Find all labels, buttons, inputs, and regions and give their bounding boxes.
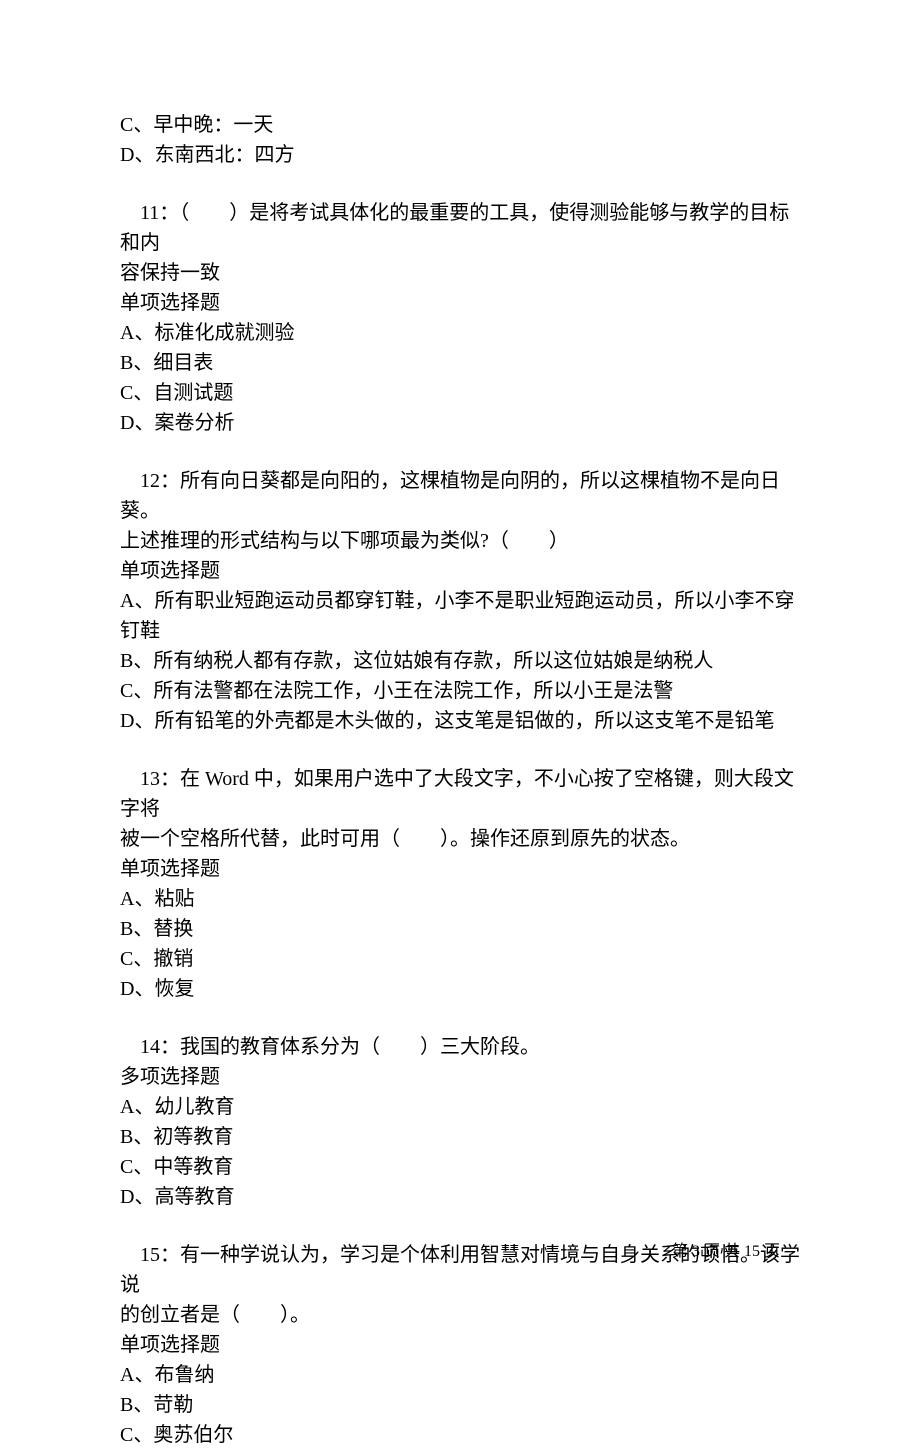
question-number: 14 [140, 1036, 160, 1058]
option-b: B、所有纳税人都有存款，这位姑娘有存款，所以这位姑娘是纳税人 [120, 646, 800, 676]
question-stem-text: ：（ ）是将考试具体化的最重要的工具，使得测验能够与教学的目标和内 [120, 202, 789, 254]
question-stem-line2: 上述推理的形式结构与以下哪项最为类似?（ ） [120, 526, 800, 556]
question-number: 15 [140, 1244, 160, 1266]
option-d: D、高等教育 [120, 1182, 800, 1212]
question-11: 11：（ ）是将考试具体化的最重要的工具，使得测验能够与教学的目标和内 容保持一… [120, 198, 800, 438]
question-stem-continued: 容保持一致 [120, 258, 800, 288]
question-stem-line2: 被一个空格所代替，此时可用（ ）。操作还原到原先的状态。 [120, 824, 800, 854]
question-13: 13：在 Word 中，如果用户选中了大段文字，不小心按了空格键，则大段文字将 … [120, 764, 800, 1004]
question-stem: 13：在 Word 中，如果用户选中了大段文字，不小心按了空格键，则大段文字将 [120, 764, 800, 824]
option-b: B、替换 [120, 914, 800, 944]
option-c: C、中等教育 [120, 1152, 800, 1182]
option-c: C、所有法警都在法院工作，小王在法院工作，所以小王是法警 [120, 676, 800, 706]
option-c: C、撤销 [120, 944, 800, 974]
option-c: C、奥苏伯尔 [120, 1420, 800, 1450]
option-a: A、所有职业短跑运动员都穿钉鞋，小李不是职业短跑运动员，所以小李不穿钉鞋 [120, 586, 800, 646]
question-stem-text: ：所有向日葵都是向阳的，这棵植物是向阴的，所以这棵植物不是向日葵。 [120, 470, 780, 522]
page-footer: 第 3 页 共 15 页 [672, 1240, 780, 1264]
question-stem: 11：（ ）是将考试具体化的最重要的工具，使得测验能够与教学的目标和内 [120, 198, 800, 258]
question-stem-line2: 的创立者是（ ）。 [120, 1300, 800, 1330]
option-b: B、细目表 [120, 348, 800, 378]
option-d: D、东南西北：四方 [120, 140, 800, 170]
option-a: A、粘贴 [120, 884, 800, 914]
option-d: D、所有铅笔的外壳都是木头做的，这支笔是铝做的，所以这支笔不是铅笔 [120, 706, 800, 736]
question-type: 单项选择题 [120, 854, 800, 884]
question-number: 12 [140, 470, 160, 492]
question-stem-text: ：在 Word 中，如果用户选中了大段文字，不小心按了空格键，则大段文字将 [120, 768, 794, 820]
question-type: 多项选择题 [120, 1062, 800, 1092]
question-15: 15：有一种学说认为，学习是个体利用智慧对情境与自身关系的顿悟。该学说 的创立者… [120, 1240, 800, 1450]
option-a: A、标准化成就测验 [120, 318, 800, 348]
option-c: C、自测试题 [120, 378, 800, 408]
option-b: B、初等教育 [120, 1122, 800, 1152]
option-d: D、案卷分析 [120, 408, 800, 438]
question-type: 单项选择题 [120, 1330, 800, 1360]
option-c: C、早中晚：一天 [120, 110, 800, 140]
option-b: B、苛勒 [120, 1390, 800, 1420]
option-a: A、布鲁纳 [120, 1360, 800, 1390]
option-a: A、幼儿教育 [120, 1092, 800, 1122]
option-d: D、恢复 [120, 974, 800, 1004]
question-stem: 12：所有向日葵都是向阳的，这棵植物是向阴的，所以这棵植物不是向日葵。 [120, 466, 800, 526]
question-number: 13 [140, 768, 160, 790]
question-14: 14：我国的教育体系分为（ ）三大阶段。 多项选择题 A、幼儿教育 B、初等教育… [120, 1032, 800, 1212]
question-stem-text: ：我国的教育体系分为（ ）三大阶段。 [160, 1036, 540, 1058]
question-12: 12：所有向日葵都是向阳的，这棵植物是向阴的，所以这棵植物不是向日葵。 上述推理… [120, 466, 800, 736]
question-number: 11 [140, 202, 159, 224]
question-type: 单项选择题 [120, 288, 800, 318]
previous-question-options: C、早中晚：一天 D、东南西北：四方 [120, 110, 800, 170]
question-type: 单项选择题 [120, 556, 800, 586]
question-stem: 14：我国的教育体系分为（ ）三大阶段。 [120, 1032, 800, 1062]
